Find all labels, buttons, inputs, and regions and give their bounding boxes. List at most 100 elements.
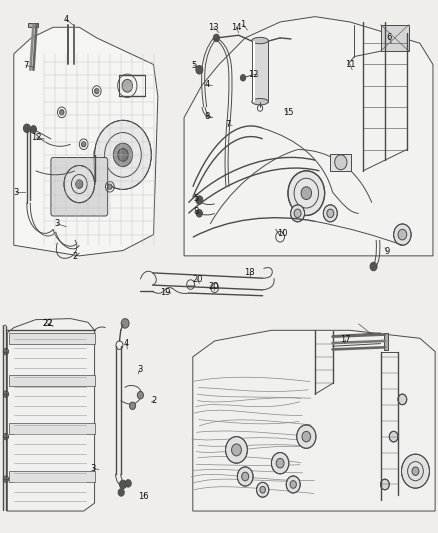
Circle shape (81, 142, 86, 147)
Text: 5: 5 (193, 194, 198, 203)
Circle shape (381, 479, 389, 490)
Circle shape (120, 480, 127, 489)
Polygon shape (14, 27, 158, 256)
Text: 2: 2 (72, 253, 78, 261)
Circle shape (370, 262, 377, 271)
FancyBboxPatch shape (51, 158, 108, 216)
Circle shape (402, 454, 429, 488)
Polygon shape (7, 319, 95, 511)
Bar (9, 423, 95, 434)
Text: 14: 14 (231, 23, 242, 32)
Text: 3: 3 (55, 220, 60, 229)
Text: 10: 10 (277, 229, 288, 238)
Circle shape (23, 124, 30, 133)
Text: 22: 22 (42, 319, 53, 328)
Text: 6: 6 (387, 34, 392, 43)
Circle shape (4, 349, 9, 355)
Text: 11: 11 (345, 60, 355, 69)
Circle shape (297, 425, 316, 448)
Circle shape (95, 120, 151, 189)
Text: 12: 12 (31, 133, 42, 142)
Text: 12: 12 (248, 70, 258, 78)
Circle shape (122, 79, 133, 92)
Circle shape (301, 187, 311, 199)
Circle shape (113, 143, 133, 166)
Circle shape (125, 480, 131, 487)
Text: 17: 17 (340, 335, 351, 344)
Circle shape (272, 453, 289, 474)
Circle shape (64, 165, 95, 203)
Text: 4: 4 (64, 15, 69, 24)
Text: 18: 18 (244, 269, 255, 277)
Circle shape (213, 34, 219, 42)
Circle shape (4, 476, 9, 482)
Bar (9, 375, 95, 386)
Circle shape (288, 171, 325, 215)
Circle shape (95, 88, 99, 94)
Text: 19: 19 (160, 287, 171, 296)
Circle shape (4, 433, 9, 440)
Circle shape (302, 431, 311, 442)
Polygon shape (193, 330, 435, 511)
Circle shape (121, 319, 129, 328)
Circle shape (398, 394, 407, 405)
Circle shape (118, 489, 124, 496)
Text: 22: 22 (42, 319, 53, 328)
Circle shape (398, 229, 407, 240)
Text: 2: 2 (152, 396, 157, 405)
Ellipse shape (252, 37, 268, 44)
Circle shape (290, 481, 297, 488)
Circle shape (196, 196, 203, 204)
Circle shape (323, 205, 337, 222)
Circle shape (286, 476, 300, 493)
Text: 7: 7 (23, 61, 29, 70)
Circle shape (327, 209, 334, 217)
Text: 4: 4 (124, 339, 129, 348)
Text: 5: 5 (191, 61, 196, 70)
Circle shape (335, 155, 347, 169)
Bar (252, 41, 268, 102)
Text: 7: 7 (225, 119, 230, 128)
Bar (381, 25, 409, 51)
Circle shape (60, 110, 64, 115)
Text: 1: 1 (240, 20, 246, 29)
Text: 3: 3 (13, 188, 19, 197)
Circle shape (196, 66, 203, 74)
Text: 20: 20 (208, 282, 219, 291)
Circle shape (276, 458, 284, 468)
Circle shape (196, 209, 202, 217)
Text: 20: 20 (192, 274, 202, 284)
Text: 3: 3 (137, 365, 142, 374)
Bar (9, 333, 95, 344)
Circle shape (232, 444, 241, 456)
Circle shape (226, 437, 247, 463)
Circle shape (237, 467, 253, 486)
Bar (384, 334, 388, 351)
Text: 15: 15 (283, 108, 293, 117)
Circle shape (130, 402, 136, 409)
Circle shape (118, 149, 128, 161)
Polygon shape (184, 17, 433, 256)
Circle shape (257, 482, 269, 497)
Circle shape (138, 391, 144, 399)
Circle shape (294, 209, 301, 217)
Text: 8: 8 (204, 112, 209, 121)
Bar (28, 23, 38, 27)
Circle shape (4, 391, 9, 397)
Text: 9: 9 (385, 247, 390, 256)
Text: 13: 13 (208, 23, 219, 32)
Circle shape (412, 467, 419, 475)
Text: 4: 4 (204, 79, 209, 88)
Text: 8: 8 (193, 207, 198, 216)
Text: 3: 3 (91, 464, 96, 473)
Circle shape (240, 75, 246, 81)
Circle shape (290, 205, 304, 222)
Circle shape (260, 487, 265, 493)
Circle shape (76, 180, 83, 188)
Bar (9, 471, 95, 482)
Circle shape (394, 224, 411, 245)
Text: 16: 16 (138, 491, 149, 500)
Circle shape (108, 184, 112, 189)
Circle shape (242, 472, 249, 481)
Bar (330, 154, 351, 171)
